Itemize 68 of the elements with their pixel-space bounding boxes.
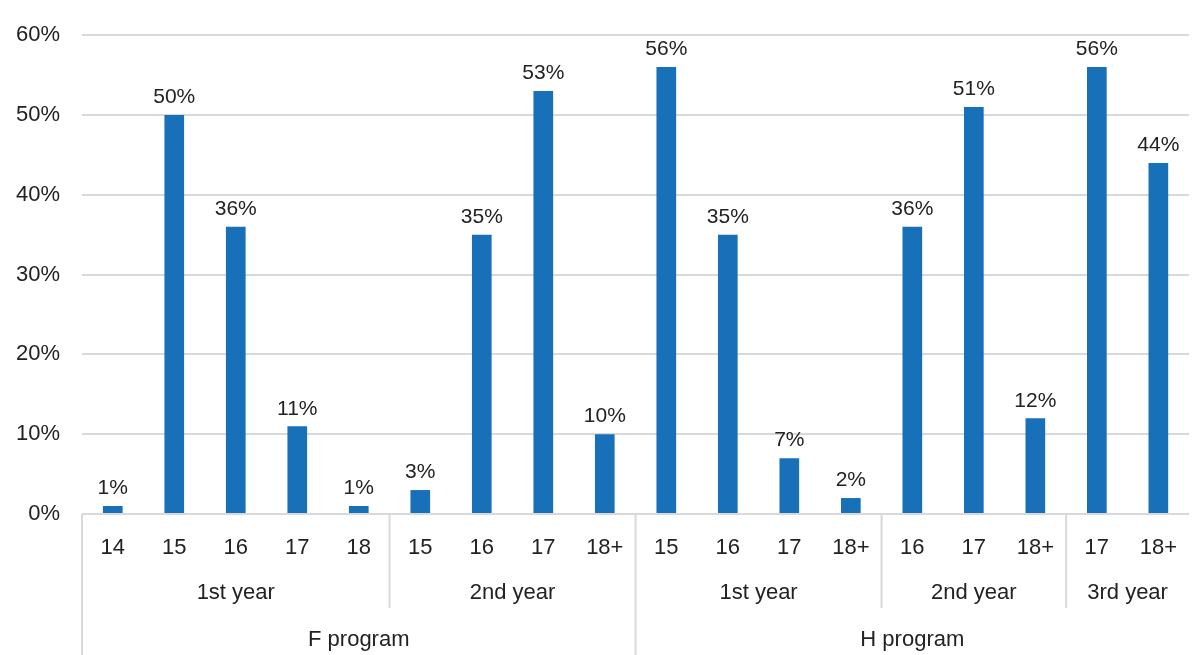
text: 2nd year [931,579,1017,605]
bar [717,234,738,513]
x-tick-label: 16 [900,534,925,560]
text: F program [308,626,410,652]
bar [164,115,185,513]
y-tick-label: 50% [15,101,60,127]
text: 1st year [719,579,798,605]
data-label: 51% [952,76,995,100]
y-tick-label: 30% [15,260,60,286]
x-tick-label: 17 [1084,534,1110,560]
data-label: 44% [1137,132,1180,156]
x-tick-label: 17 [285,534,310,560]
bar [1025,418,1046,513]
data-label: 35% [706,204,749,227]
data-label: 10% [583,403,626,427]
bar [1148,162,1169,513]
bar [102,506,123,513]
bar [471,234,492,513]
x-tick-label: 16 [223,534,249,560]
text: 3rd year [1087,579,1168,605]
x-tick-label: 18 [346,534,372,560]
bar [840,498,861,513]
data-label: 7% [774,427,805,451]
x-tick-label: 17 [531,534,556,560]
y-tick-label: 60% [15,21,60,47]
x-tick-label: 18+ [1139,534,1177,560]
data-label: 53% [522,60,565,84]
data-label: 1% [343,475,374,499]
x-tick-label: 18+ [586,534,624,560]
bar [533,91,554,513]
x-tick-label: 15 [162,534,187,560]
data-label: 35% [460,204,503,227]
x-tick-label: 18+ [1016,534,1054,560]
x-tick-label: 15 [408,534,433,560]
data-label: 56% [645,36,688,60]
y-tick-label: 40% [15,180,60,206]
data-label: 2% [835,467,866,491]
x-tick-label: 17 [777,534,802,560]
bar [348,506,369,513]
text: 1st year [196,579,275,605]
x-tick-label: 18+ [832,534,870,560]
bar [1086,67,1107,513]
data-label: 56% [1075,36,1118,60]
data-label: 3% [405,459,436,483]
y-tick-label: 0% [28,500,60,526]
bar [410,490,431,513]
data-label: 36% [891,196,934,220]
bar [779,458,800,513]
y-tick-label: 20% [15,340,60,366]
bar [287,426,308,513]
bar [902,226,923,513]
bar [594,434,615,513]
x-tick-label: 16 [469,534,495,560]
x-tick-label: 14 [100,534,125,560]
bar [963,107,984,513]
data-label: 50% [153,84,196,108]
data-label: 36% [214,196,257,220]
x-tick-label: 15 [654,534,679,560]
data-label: 1% [97,475,128,499]
y-tick-label: 10% [15,420,60,446]
bar [656,67,677,513]
data-label: 11% [277,395,318,419]
x-tick-label: 17 [961,534,987,560]
bar [225,226,246,513]
text: 2nd year [469,579,556,605]
x-tick-label: 16 [715,534,741,560]
data-label: 12% [1014,387,1057,411]
text: H program [860,626,965,652]
